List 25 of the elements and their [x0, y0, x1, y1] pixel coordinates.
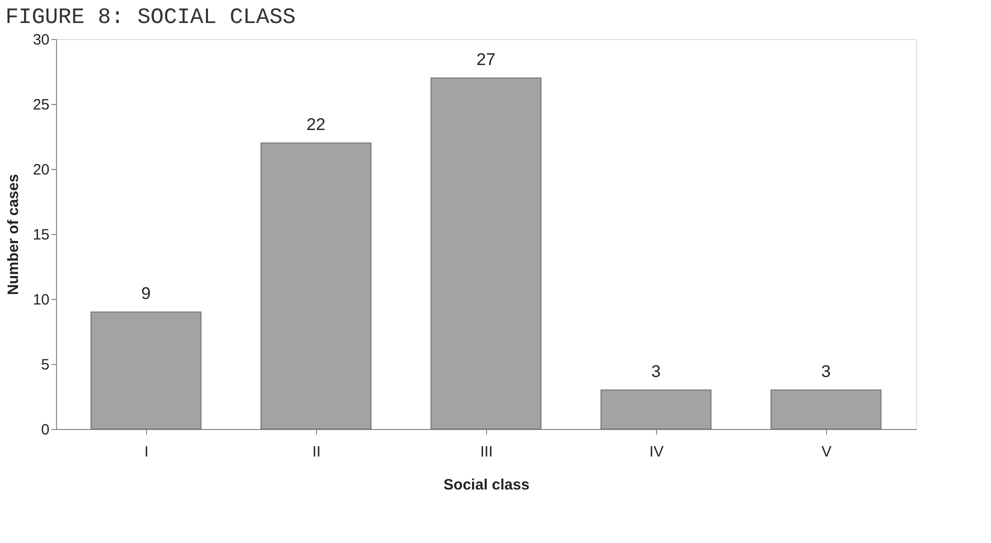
- x-tick-label: III: [480, 444, 493, 460]
- data-label: 27: [476, 50, 496, 69]
- x-tick-label: V: [821, 444, 832, 460]
- bar: [430, 78, 542, 430]
- y-tick-label: 20: [32, 162, 50, 178]
- x-tick-label: IV: [649, 444, 664, 460]
- x-axis-title: Social class: [444, 476, 530, 494]
- bar: [260, 142, 372, 430]
- data-label: 3: [821, 362, 831, 381]
- y-tick-label: 25: [32, 96, 50, 114]
- y-tick-label: 15: [32, 226, 50, 244]
- y-tick-label: 10: [32, 292, 50, 308]
- x-tick-label: I: [144, 444, 149, 460]
- y-tick-label: 30: [32, 32, 50, 48]
- y-tick-label: 0: [41, 422, 50, 438]
- bar: [600, 390, 712, 430]
- data-label: 22: [306, 115, 326, 134]
- y-axis-title: Number of cases: [4, 174, 22, 295]
- chart-title: FIGURE 8: SOCIAL CLASS: [5, 5, 296, 30]
- data-label: 9: [141, 284, 151, 303]
- y-tick-label: 5: [41, 356, 50, 374]
- bar: [90, 312, 202, 430]
- data-label: 3: [651, 362, 661, 381]
- x-tick-label: II: [312, 444, 321, 460]
- bar: [770, 390, 882, 430]
